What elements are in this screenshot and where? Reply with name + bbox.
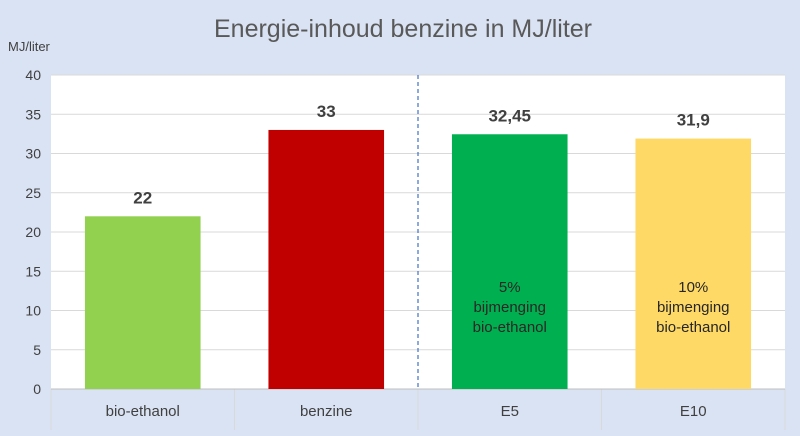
bar-E10 — [635, 138, 752, 389]
x-axis-labels: bio-ethanol benzine E5 E10 — [106, 403, 707, 420]
y-tick-label: 5 — [33, 342, 41, 358]
y-tick-label: 0 — [33, 381, 41, 397]
value-label: 31,9 — [677, 111, 710, 130]
y-axis-unit-label: MJ/liter — [8, 39, 51, 54]
y-tick-label: 10 — [25, 303, 41, 319]
y-tick-label: 40 — [25, 67, 41, 83]
value-label: 22 — [133, 188, 152, 207]
y-tick-label: 20 — [25, 224, 41, 240]
category-label: E5 — [501, 403, 519, 420]
y-tick-label: 35 — [25, 106, 41, 122]
chart-title: Energie-inhoud benzine in MJ/liter — [214, 15, 592, 43]
bar-bio-ethanol — [84, 216, 201, 389]
category-label: benzine — [300, 403, 353, 420]
y-tick-label: 15 — [25, 263, 41, 279]
bar-annotation: bijmenging — [657, 299, 730, 316]
value-label: 32,45 — [488, 106, 531, 125]
bar-benzine — [268, 129, 385, 389]
category-label: E10 — [680, 403, 707, 420]
bar-E5 — [451, 134, 568, 389]
bars — [84, 129, 752, 389]
y-tick-label: 30 — [25, 146, 41, 162]
category-label: bio-ethanol — [106, 403, 180, 420]
bar-annotation: 10% — [678, 279, 708, 296]
bar-annotation: bijmenging — [473, 299, 546, 316]
bar-annotation: 5% — [499, 279, 521, 296]
y-tick-label: 25 — [25, 185, 41, 201]
value-labels: 22 33 32,45 5% bijmenging bio-ethanol 31,9 10% b… — [133, 102, 730, 336]
bar-annotation: bio-ethanol — [656, 319, 730, 336]
bar-annotation: bio-ethanol — [473, 319, 547, 336]
y-axis-ticks: 0 5 10 15 20 25 30 35 40 — [25, 67, 41, 397]
value-label: 33 — [317, 102, 336, 121]
